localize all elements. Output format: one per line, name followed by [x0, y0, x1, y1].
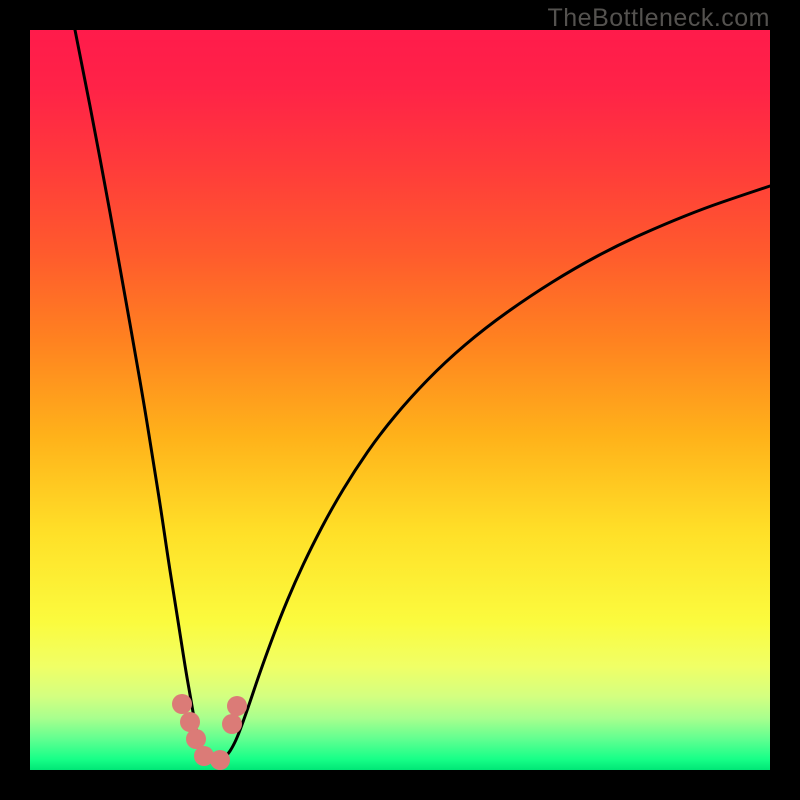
chart-root: TheBottleneck.com: [0, 0, 800, 800]
curves-layer: [30, 30, 770, 770]
data-marker: [222, 714, 242, 734]
right-curve: [220, 186, 770, 760]
markers-group: [172, 694, 247, 770]
data-marker: [227, 696, 247, 716]
watermark-text: TheBottleneck.com: [548, 4, 771, 33]
left-curve: [75, 30, 220, 762]
data-marker: [172, 694, 192, 714]
data-marker: [186, 729, 206, 749]
plot-area: [30, 30, 770, 770]
data-marker: [210, 750, 230, 770]
data-marker: [180, 712, 200, 732]
